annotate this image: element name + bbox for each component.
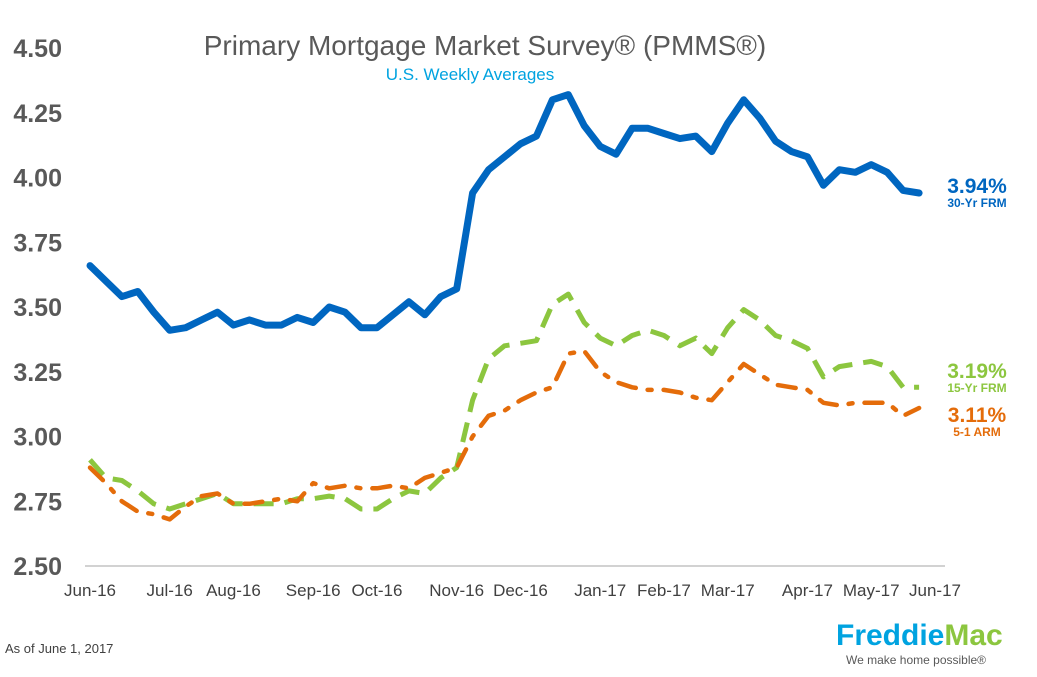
end-series-name: 15-Yr FRM: [947, 381, 1006, 395]
chart-title: Primary Mortgage Market Survey® (PMMS®): [204, 30, 766, 61]
end-labels: 3.94%30-Yr FRM 3.19%15-Yr FRM 3.11%5-1 ARM: [947, 175, 1007, 439]
end-value-label: 3.11%: [948, 404, 1007, 427]
y-tick-label: 4.25: [13, 100, 62, 128]
y-tick-label: 2.75: [13, 488, 62, 516]
y-tick-label: 3.00: [13, 424, 62, 452]
chart-subtitle: U.S. Weekly Averages: [386, 65, 555, 84]
y-tick-label: 2.50: [13, 553, 62, 581]
series-line-5-1-arm: [87, 348, 922, 522]
end-series-name: 5-1 ARM: [953, 425, 1001, 439]
x-tick-label: Jul-16: [147, 581, 193, 600]
y-tick-label: 3.25: [13, 359, 62, 387]
x-tick-label: Jun-16: [64, 581, 116, 600]
x-tick-label: Dec-16: [493, 581, 548, 600]
end-value-label: 3.19%: [947, 360, 1007, 383]
end-value-label: 3.94%: [947, 175, 1007, 198]
series-line-15-yr-frm: [88, 291, 920, 512]
x-tick-label: Mar-17: [701, 581, 755, 600]
x-tick-label: Aug-16: [206, 581, 261, 600]
y-tick-label: 3.50: [13, 294, 62, 322]
series-line-30-yr-frm: [86, 91, 923, 334]
y-axis: 4.50 4.25 4.00 3.75 3.50 3.25 3.00 2.75 2.50: [13, 35, 62, 581]
x-tick-label: Sep-16: [286, 581, 341, 600]
x-tick-label: Oct-16: [351, 581, 402, 600]
series-layer: [86, 91, 923, 522]
x-tick-label: Apr-17: [782, 581, 833, 600]
x-tick-label: Feb-17: [637, 581, 691, 600]
footnote: As of June 1, 2017: [5, 641, 113, 656]
x-tick-label: Jan-17: [574, 581, 626, 600]
x-tick-label: Jun-17: [909, 581, 961, 600]
logo-mac: Mac: [944, 619, 1002, 652]
x-tick-label: May-17: [843, 581, 900, 600]
end-series-name: 30-Yr FRM: [947, 196, 1006, 210]
logo-tagline: We make home possible®: [846, 653, 986, 667]
y-tick-label: 4.50: [13, 35, 62, 63]
x-axis: Jun-16 Jul-16 Aug-16 Sep-16 Oct-16 Nov-16 Dec-…: [64, 565, 961, 600]
logo-wordmark: FreddieMac: [836, 619, 1003, 652]
x-tick-label: Nov-16: [429, 581, 484, 600]
logo-freddie: Freddie: [836, 619, 944, 652]
y-tick-label: 3.75: [13, 229, 62, 257]
y-tick-label: 4.00: [13, 165, 62, 193]
freddie-mac-logo: FreddieMac We make home possible®: [836, 619, 1003, 667]
